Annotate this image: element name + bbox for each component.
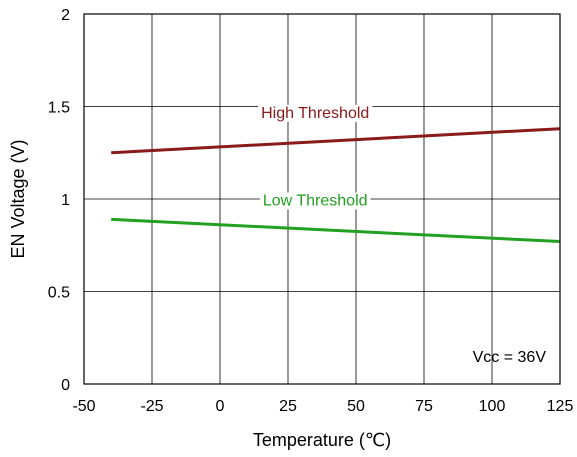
y-tick-label: 1.5 bbox=[48, 100, 70, 117]
annotations: Vcc = 36V bbox=[473, 349, 547, 366]
x-tick-label: 50 bbox=[347, 398, 365, 415]
x-tick-label: 100 bbox=[479, 398, 506, 415]
x-tick-label: 0 bbox=[216, 398, 225, 415]
y-tick-label: 1 bbox=[61, 192, 70, 209]
x-tick-label: -25 bbox=[140, 398, 163, 415]
x-axis-label: Temperature (℃) bbox=[253, 430, 391, 450]
y-tick-label: 0.5 bbox=[48, 285, 70, 302]
x-tick-label: 75 bbox=[415, 398, 433, 415]
x-tick-label: 125 bbox=[547, 398, 574, 415]
x-tick-label: 25 bbox=[279, 398, 297, 415]
annotation-text: Vcc = 36V bbox=[473, 349, 547, 366]
series-label: Low Threshold bbox=[263, 192, 368, 209]
x-tick-label: -50 bbox=[72, 398, 95, 415]
series-label: High Threshold bbox=[261, 105, 369, 122]
y-tick-label: 2 bbox=[61, 7, 70, 24]
y-axis-label: EN Voltage (V) bbox=[8, 139, 28, 258]
y-tick-label: 0 bbox=[61, 377, 70, 394]
